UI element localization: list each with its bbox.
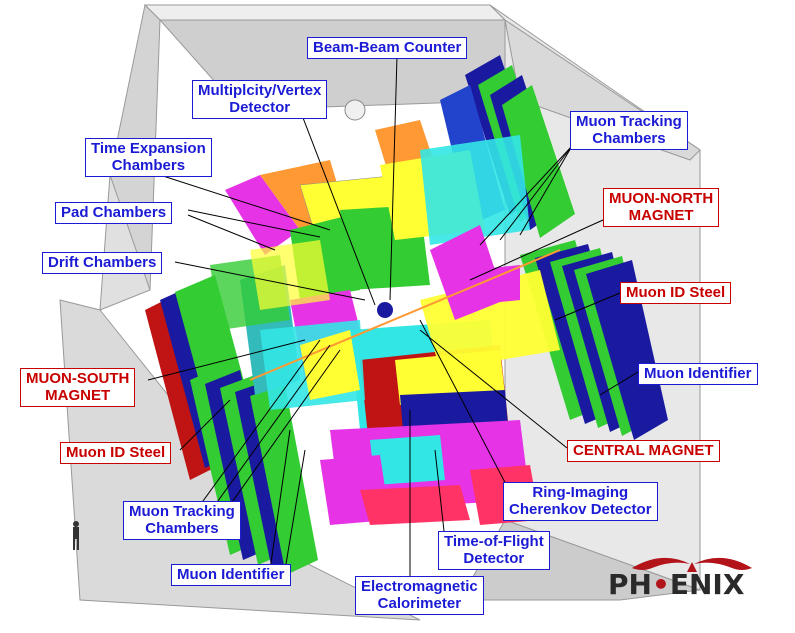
label-pad-chambers: Pad Chambers	[55, 202, 173, 224]
label-muon-identifier-north: Muon Identifier	[638, 363, 758, 385]
leader-lines	[147, 55, 639, 578]
person-figure	[73, 521, 79, 550]
phenix-logo: PH•ENIX	[608, 568, 745, 601]
label-time-of-flight-detector: Time-of-Flight Detector	[438, 531, 550, 570]
label-multiplicity-vertex-detector: Multiplcity/Vertex Detector	[192, 80, 328, 119]
phenix-logo-wings	[632, 557, 752, 572]
label-muon-south-magnet: MUON-SOUTH MAGNET	[20, 368, 136, 407]
label-muon-id-steel-north: Muon ID Steel	[620, 282, 732, 304]
label-electromagnetic-calorimeter: Electromagnetic Calorimeter	[355, 576, 484, 615]
label-time-expansion-chambers: Time Expansion Chambers	[85, 138, 212, 177]
label-central-magnet: CENTRAL MAGNET	[567, 440, 720, 462]
label-muon-identifier-south: Muon Identifier	[171, 564, 291, 586]
label-ring-imaging-cherenkov-detector: Ring-Imaging Cherenkov Detector	[503, 482, 658, 521]
label-muon-north-magnet: MUON-NORTH MAGNET	[603, 188, 720, 227]
label-muon-tracking-chambers-north: Muon Tracking Chambers	[570, 111, 688, 150]
label-beam-beam-counter: Beam-Beam Counter	[307, 37, 468, 59]
label-drift-chambers: Drift Chambers	[42, 252, 163, 274]
central-detector	[210, 99, 561, 525]
label-muon-tracking-chambers-south: Muon Tracking Chambers	[123, 501, 241, 540]
label-muon-id-steel-south: Muon ID Steel	[60, 442, 172, 464]
